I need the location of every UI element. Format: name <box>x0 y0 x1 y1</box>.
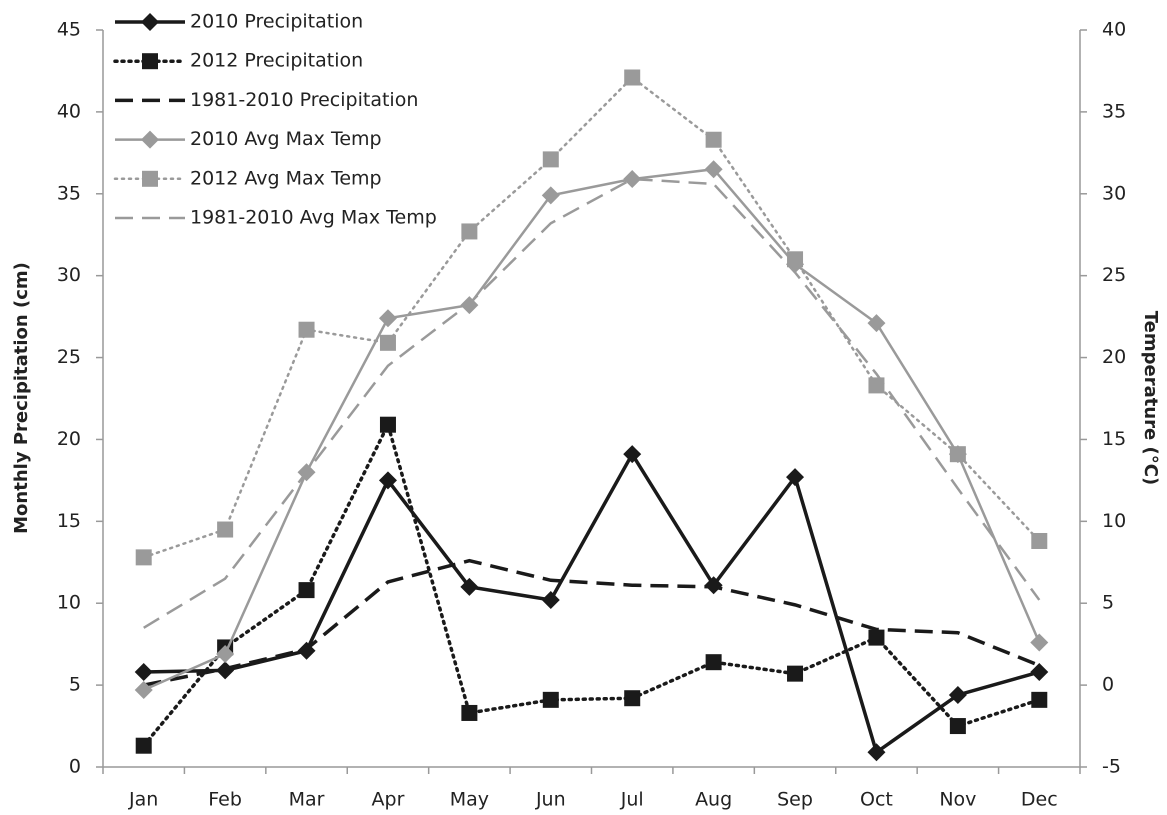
data-point <box>461 704 478 721</box>
data-point <box>624 69 641 86</box>
x-tick-label: Apr <box>372 789 405 811</box>
data-point <box>298 321 315 338</box>
y-tick-label: 20 <box>57 428 81 450</box>
y-tick-label: 10 <box>57 592 81 614</box>
legend-label: 2010 Avg Max Temp <box>190 128 382 150</box>
data-point <box>623 445 642 464</box>
x-tick-label: Jul <box>620 789 644 811</box>
x-tick-label: Oct <box>860 789 893 811</box>
y-tick-label: 5 <box>69 674 81 696</box>
y2-tick-label: 35 <box>1102 100 1126 122</box>
legend-label: 2012 Precipitation <box>190 50 363 72</box>
x-tick-label: May <box>450 789 489 811</box>
data-point <box>624 690 641 707</box>
series-line <box>143 450 1040 756</box>
data-point <box>542 691 559 708</box>
x-tick-label: Aug <box>695 789 732 811</box>
data-point <box>949 718 966 735</box>
data-point <box>787 665 804 682</box>
data-point <box>786 468 805 487</box>
data-point <box>379 334 396 351</box>
data-point <box>867 743 886 762</box>
data-point <box>949 446 966 463</box>
legend-label: 2010 Precipitation <box>190 11 363 33</box>
data-point <box>461 223 478 240</box>
data-point <box>460 577 479 596</box>
x-tick-label: Feb <box>208 789 242 811</box>
data-point <box>623 170 642 189</box>
data-point <box>135 737 152 754</box>
data-point <box>787 251 804 268</box>
data-point <box>867 314 886 333</box>
y2-tick-label: 5 <box>1102 592 1114 614</box>
legend-marker <box>142 53 158 70</box>
data-point <box>216 644 235 663</box>
data-point <box>705 131 722 148</box>
y2-tick-label: 30 <box>1102 182 1126 204</box>
y-axis-label: Monthly Precipitation (cm) <box>11 262 32 534</box>
series-line <box>142 75 1041 559</box>
y2-tick-label: 25 <box>1102 264 1126 286</box>
data-point <box>541 590 560 609</box>
series-line <box>141 419 1042 748</box>
data-point <box>135 549 152 566</box>
x-tick-label: Mar <box>289 789 325 811</box>
y2-tick-label: 40 <box>1102 19 1126 41</box>
x-tick-label: Nov <box>939 789 976 811</box>
x-tick-label: Dec <box>1021 789 1058 811</box>
legend-label: 2012 Avg Max Temp <box>190 167 382 189</box>
y2-tick-label: -5 <box>1102 756 1121 778</box>
y-tick-label: 40 <box>57 100 81 122</box>
data-point <box>378 309 397 328</box>
y-tick-label: 30 <box>57 264 81 286</box>
legend-marker <box>141 130 159 149</box>
data-point <box>298 582 315 599</box>
data-point <box>1031 691 1048 708</box>
data-point <box>541 186 560 205</box>
y-tick-label: 35 <box>57 182 81 204</box>
y2-axis-label: Temperature (°C) <box>1140 311 1161 485</box>
series-line <box>143 177 1041 629</box>
data-point <box>134 663 153 682</box>
x-tick-label: Jun <box>535 789 566 811</box>
y2-tick-label: 0 <box>1102 674 1114 696</box>
x-tick-label: Jan <box>128 789 158 811</box>
y2-tick-label: 10 <box>1102 510 1126 532</box>
data-point <box>217 521 234 538</box>
x-tick-label: Sep <box>777 789 813 811</box>
y2-tick-label: 20 <box>1102 346 1126 368</box>
y2-tick-label: 15 <box>1102 428 1126 450</box>
data-point <box>868 629 885 646</box>
data-point <box>542 151 559 168</box>
data-point <box>705 654 722 671</box>
legend-label: 1981-2010 Avg Max Temp <box>190 207 437 229</box>
data-point <box>1030 633 1049 652</box>
y-tick-label: 15 <box>57 510 81 532</box>
legend-label: 1981-2010 Precipitation <box>190 89 418 111</box>
data-point <box>378 471 397 490</box>
legend-marker <box>141 13 159 31</box>
data-point <box>1030 663 1049 682</box>
data-point <box>134 681 153 700</box>
y-tick-label: 25 <box>57 346 81 368</box>
data-point <box>1031 532 1048 549</box>
data-point <box>948 685 967 704</box>
series-line <box>143 167 1041 692</box>
data-point <box>379 416 396 433</box>
series-line <box>143 558 1040 687</box>
y-tick-label: 45 <box>57 19 81 41</box>
data-point <box>704 160 723 179</box>
legend-marker <box>142 170 158 187</box>
y-tick-label: 0 <box>69 756 81 778</box>
